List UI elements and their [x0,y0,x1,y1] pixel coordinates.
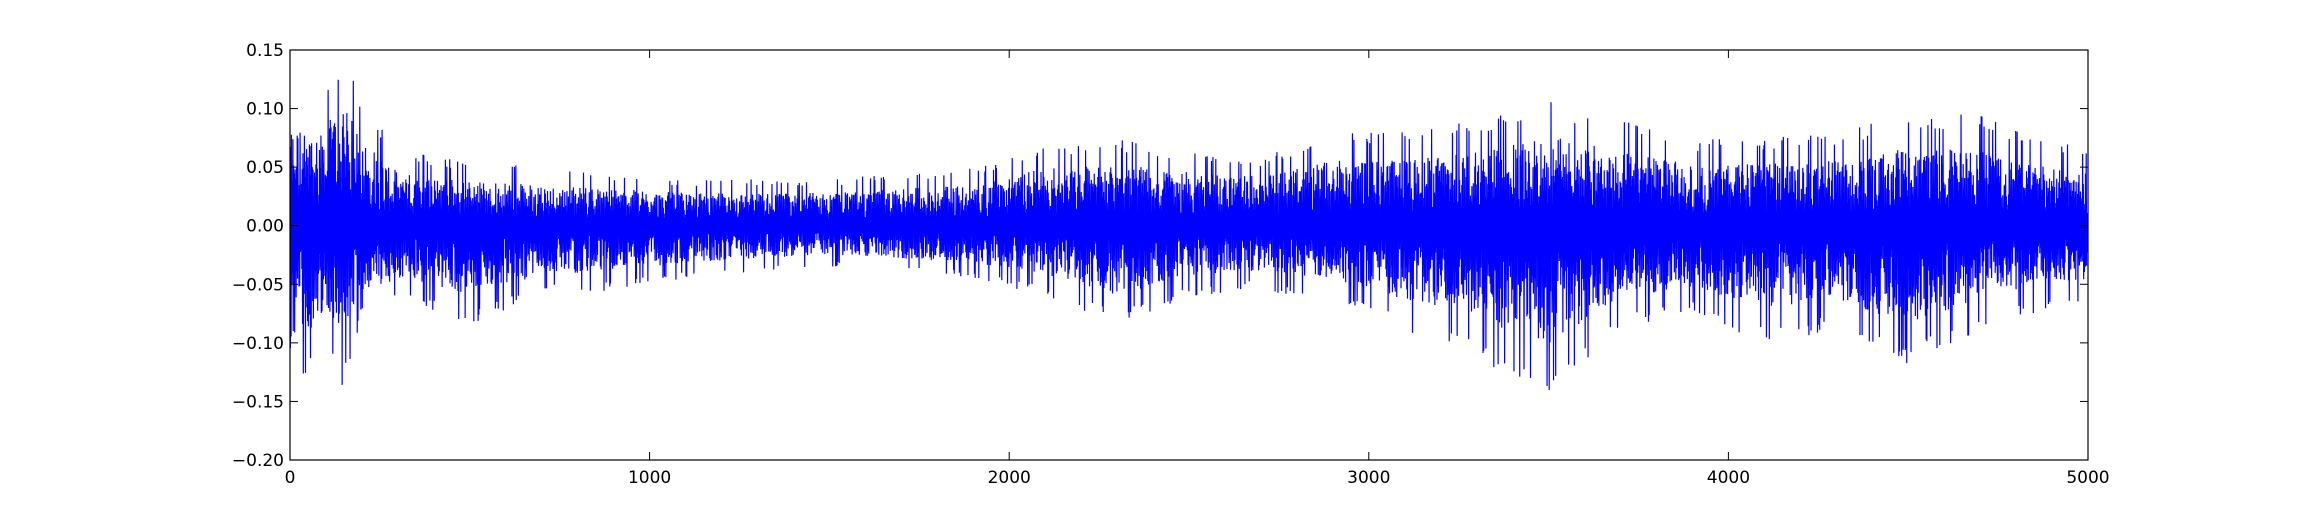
y-tick-label: 0.15 [246,41,284,61]
x-tick-label: 2000 [988,468,1031,488]
plot-area [290,79,2088,390]
series-line-0 [290,79,2088,390]
y-tick-label: −0.10 [232,334,284,354]
y-tick-label: −0.05 [232,275,284,295]
axis-ticks: 0 1000 2000 3000 4000 5000 −0.20 −0.15 −0.10 −0.0… [232,41,2110,488]
x-tick-label: 5000 [2066,468,2109,488]
y-tick-label: 0.05 [246,158,284,178]
y-tick-label: −0.20 [232,451,284,471]
y-tick-label: −0.15 [232,392,284,412]
x-tick-label: 4000 [1707,468,1750,488]
axes-frame [289,49,2089,461]
x-tick-label: 0 [285,468,296,488]
x-tick-label: 1000 [628,468,671,488]
x-tick-label: 3000 [1347,468,1390,488]
y-tick-label: 0.10 [246,100,284,120]
y-tick-label: 0.00 [246,217,284,237]
